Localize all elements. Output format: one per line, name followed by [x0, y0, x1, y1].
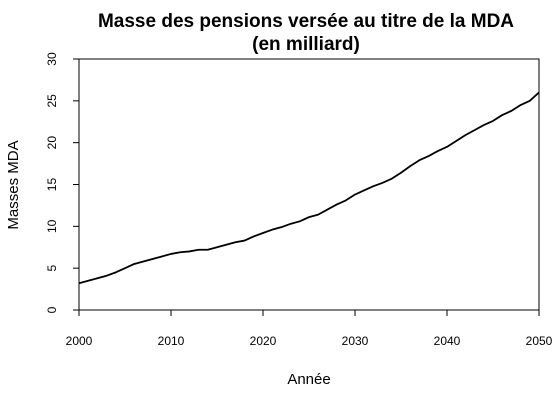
plot-frame: [78, 58, 540, 311]
x-tick-label: 2000: [66, 334, 93, 348]
series-line: [78, 91, 540, 285]
chart-title-line-1: Masse des pensions versée au titre de la…: [98, 11, 514, 32]
x-axis-label: Année: [287, 371, 330, 388]
series-points: [78, 92, 540, 284]
x-tick-label: 2020: [250, 334, 277, 348]
x-tick-label: 2050: [526, 334, 553, 348]
y-tick-label: 25: [45, 94, 59, 108]
x-axis: 2000 2010 2020 2030 2040 2050: [66, 310, 553, 348]
y-tick-label: 0: [45, 306, 59, 313]
chart-title-line-2: (en milliard): [252, 34, 360, 55]
y-tick-label: 5: [45, 265, 59, 272]
y-tick-label: 15: [45, 178, 59, 192]
y-tick-label: 30: [45, 52, 59, 66]
y-tick-label: 20: [45, 136, 59, 150]
y-axis: 0 5 10 15 20 25 30: [45, 52, 79, 313]
x-tick-label: 2010: [158, 334, 185, 348]
y-axis-label: Masses MDA: [5, 140, 22, 229]
x-tick-label: 2040: [434, 334, 461, 348]
y-tick-label: 10: [45, 219, 59, 233]
x-tick-label: 2030: [342, 334, 369, 348]
